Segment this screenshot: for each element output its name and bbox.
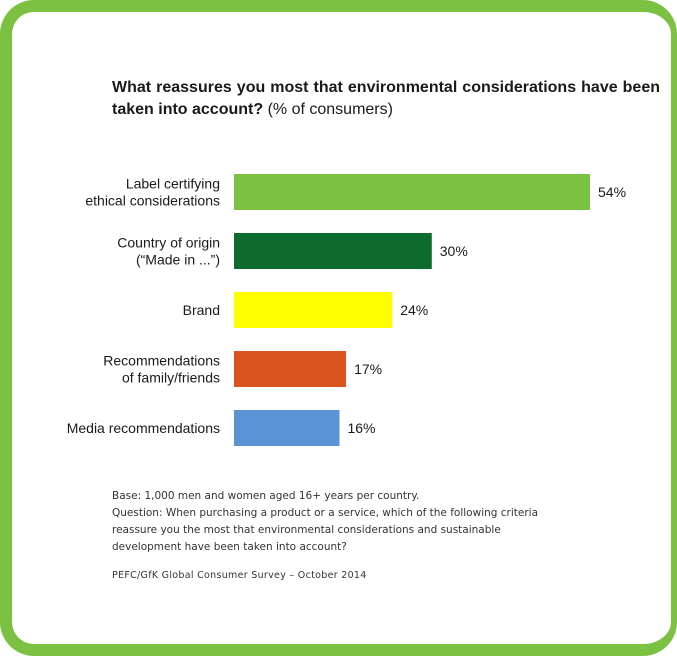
bar-value-label: 16% <box>347 420 375 436</box>
bar-chart: 54% Label certifying ethical consideration… <box>67 174 626 446</box>
bar-value-label: 17% <box>354 361 382 377</box>
bar-value-label: 54% <box>598 184 626 200</box>
bar-5 <box>234 410 340 446</box>
category-label: Recommendations of family/friends <box>103 353 220 386</box>
footnote-question: Question: When purchasing a product or a… <box>112 507 539 553</box>
bar-value-label: 30% <box>440 243 468 259</box>
bar-value-label: 24% <box>400 302 428 318</box>
bar-4 <box>234 351 347 387</box>
chart-title: What reassures you most that environment… <box>112 77 660 121</box>
chart-title-unit: (% of consumers) <box>267 101 393 118</box>
category-label: Media recommendations <box>67 420 220 436</box>
footnote: Base: 1,000 men and women aged 16+ years… <box>112 488 552 556</box>
category-label: Label certifying ethical considerations <box>85 176 220 209</box>
category-label: Brand <box>183 302 220 318</box>
source-note: PEFC/GfK Global Consumer Survey – Octobe… <box>112 570 367 581</box>
footnote-base: Base: 1,000 men and women aged 16+ years… <box>112 490 420 502</box>
category-label: Country of origin (“Made in ...”) <box>117 235 220 268</box>
bar-1 <box>234 174 590 210</box>
bar-3 <box>234 292 393 328</box>
bar-2 <box>234 233 432 269</box>
chart-title-main: What reassures you most that environment… <box>112 79 660 118</box>
